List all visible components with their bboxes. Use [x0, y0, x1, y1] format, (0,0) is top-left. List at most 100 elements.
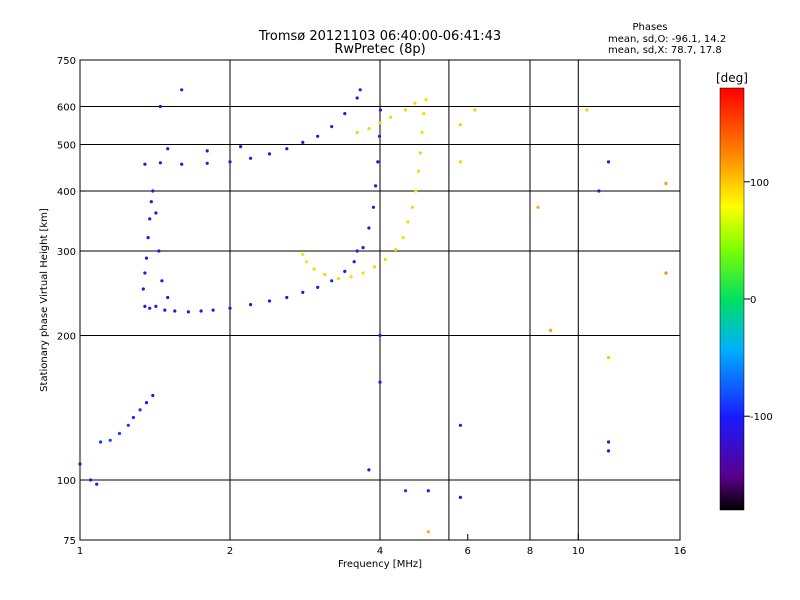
- data-point: [458, 423, 462, 427]
- data-point: [358, 88, 362, 92]
- data-point: [417, 169, 421, 173]
- data-point: [414, 189, 418, 193]
- data-point: [316, 134, 320, 138]
- data-point: [301, 140, 305, 144]
- y-tick-label: 500: [57, 141, 76, 152]
- y-tick-label: 300: [57, 247, 76, 258]
- data-point: [401, 236, 405, 240]
- data-point: [352, 260, 356, 264]
- data-point: [374, 184, 378, 188]
- phases-o-stats: mean, sd,O: -96.1, 14.2: [608, 34, 726, 45]
- data-point: [426, 530, 430, 534]
- grid-lines: [80, 60, 680, 540]
- phases-label: Phases: [632, 22, 667, 33]
- data-point: [166, 147, 170, 151]
- data-point: [403, 108, 408, 112]
- data-point: [154, 211, 158, 215]
- data-point: [355, 130, 359, 134]
- data-point: [108, 438, 112, 442]
- y-tick-label: 200: [57, 332, 76, 343]
- data-point: [376, 160, 380, 164]
- data-point: [239, 145, 243, 149]
- colorbar-unit: [deg]: [716, 71, 748, 85]
- y-tick-label: 750: [57, 56, 76, 67]
- data-point: [664, 181, 668, 185]
- data-point: [166, 295, 170, 300]
- data-point: [411, 205, 415, 209]
- data-point: [367, 126, 371, 131]
- data-point: [418, 151, 422, 155]
- data-point: [597, 189, 601, 193]
- data-point: [378, 108, 383, 112]
- data-point: [606, 449, 611, 453]
- data-point: [330, 125, 334, 129]
- data-point: [117, 431, 122, 436]
- data-point: [606, 355, 611, 360]
- data-point: [585, 108, 589, 112]
- data-point: [323, 272, 327, 277]
- data-point: [372, 265, 377, 269]
- data-point: [151, 189, 155, 193]
- data-point: [361, 271, 365, 275]
- data-point: [144, 401, 149, 405]
- data-point: [149, 200, 153, 204]
- data-point: [316, 285, 320, 289]
- data-point: [148, 217, 152, 221]
- data-point: [420, 130, 424, 134]
- y-tick-label: 75: [63, 536, 76, 547]
- data-point: [367, 468, 371, 472]
- x-tick-label: 2: [227, 546, 233, 557]
- data-point: [458, 160, 462, 164]
- data-point: [211, 308, 215, 312]
- data-point: [205, 161, 209, 165]
- data-point: [371, 205, 375, 209]
- data-point: [78, 462, 82, 466]
- data-point: [301, 252, 305, 257]
- data-point: [173, 309, 177, 313]
- chart-subtitle: RwPretec (8p): [334, 42, 425, 57]
- data-point: [301, 290, 305, 294]
- data-point: [148, 306, 152, 310]
- data-point: [473, 108, 477, 112]
- data-point: [377, 134, 382, 138]
- data-point: [361, 246, 365, 250]
- data-point: [163, 308, 167, 312]
- data-point: [143, 304, 147, 308]
- data-point: [205, 149, 209, 153]
- data-point: [536, 205, 540, 209]
- data-point: [267, 152, 272, 156]
- data-point: [389, 115, 393, 119]
- y-axis-label: Stationary phase Virtual Height [km]: [39, 208, 50, 392]
- data-point: [355, 96, 359, 100]
- data-point: [305, 260, 309, 264]
- data-point: [146, 236, 150, 240]
- data-point: [330, 279, 334, 283]
- data-point: [228, 160, 232, 164]
- data-point: [160, 279, 164, 283]
- colorbar-gradient: [719, 87, 745, 511]
- data-point: [336, 276, 340, 281]
- x-tick-label: 10: [572, 546, 585, 557]
- data-point: [312, 267, 316, 271]
- x-tick-label: 1: [77, 546, 83, 557]
- data-point: [422, 112, 426, 116]
- data-point: [95, 482, 99, 486]
- data-point: [413, 101, 417, 105]
- x-tick-label: 4: [377, 546, 383, 557]
- chart-title: Tromsø 20121103 06:40:00-06:41:43: [258, 29, 501, 44]
- colorbar: [deg] 100 0 -100: [716, 71, 773, 511]
- x-tick-label: 6: [465, 546, 471, 557]
- y-tick-label: 600: [57, 103, 76, 114]
- data-point: [158, 104, 162, 109]
- colorbar-tick-label: 0: [750, 295, 756, 306]
- plot-area: 1 2 4 6 8 10 16 75 100 200 300 400 500 600 750: [57, 56, 686, 557]
- data-point: [131, 415, 135, 420]
- data-point: [180, 162, 184, 166]
- data-point: [143, 271, 147, 275]
- colorbar-tick-label: 100: [750, 178, 769, 189]
- data-point: [343, 269, 347, 273]
- data-point: [458, 123, 462, 127]
- data-point: [157, 249, 161, 253]
- data-point: [285, 295, 289, 300]
